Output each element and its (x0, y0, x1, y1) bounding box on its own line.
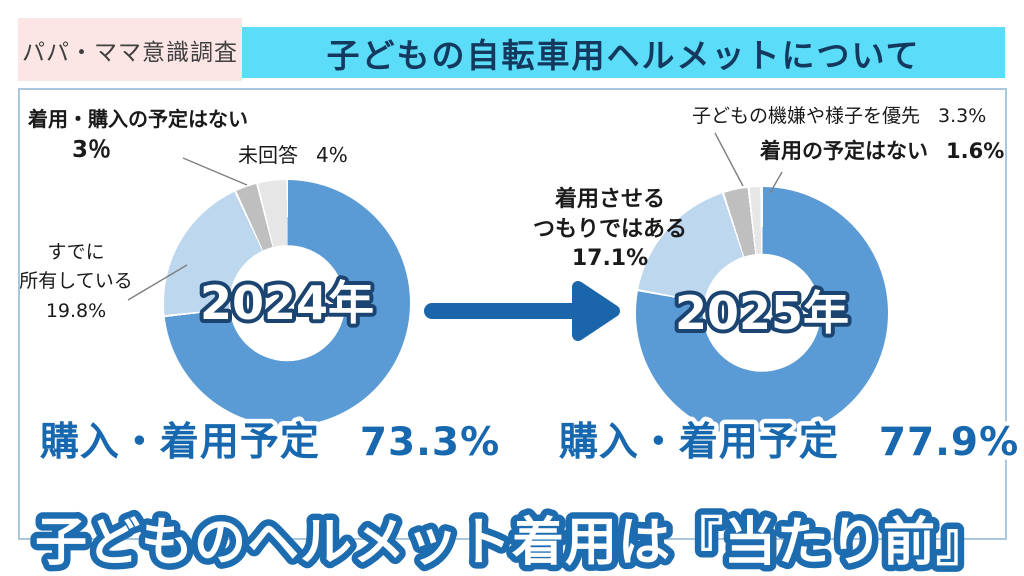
callout-2025-mood-priority-text: 子どもの機嫌や様子を優先 (692, 105, 921, 127)
callout-2024-no-plan-text: 着用・購入の予定はない (28, 107, 248, 131)
callout-2025-no-plan: 着用の予定はない 1.6% (760, 138, 1004, 165)
donut-chart-2025 (636, 187, 888, 439)
callout-2024-no-answer-value: 4% (316, 143, 348, 167)
survey-badge: パパ・ママ意識調査 (18, 18, 242, 81)
callout-2025-no-plan-value: 1.6% (946, 139, 1005, 163)
callout-2025-mood-priority: 子どもの機嫌や様子を優先 3.3% (692, 104, 986, 129)
donut-hole-2024 (229, 245, 345, 361)
callout-2024-no-plan: 着用・購入の予定はない 3％ (28, 106, 248, 166)
callout-2024-already-own: すでに 所有している 19.8% (19, 241, 133, 322)
callout-2024-no-answer: 未回答 4% (238, 142, 348, 168)
callout-2024-no-plan-value: 3％ (72, 137, 112, 163)
callout-2025-intend: 着用させる つもりではある 17.1% (532, 187, 687, 272)
callout-2024-no-answer-text: 未回答 (238, 143, 298, 167)
donut-hole-2025 (702, 253, 822, 373)
callout-2025-mood-priority-value: 3.3% (938, 105, 987, 127)
callout-2025-no-plan-text: 着用の予定はない (760, 139, 928, 163)
donut-chart-2024 (164, 180, 410, 426)
page-title: 子どもの自転車用ヘルメットについて (242, 27, 1005, 78)
